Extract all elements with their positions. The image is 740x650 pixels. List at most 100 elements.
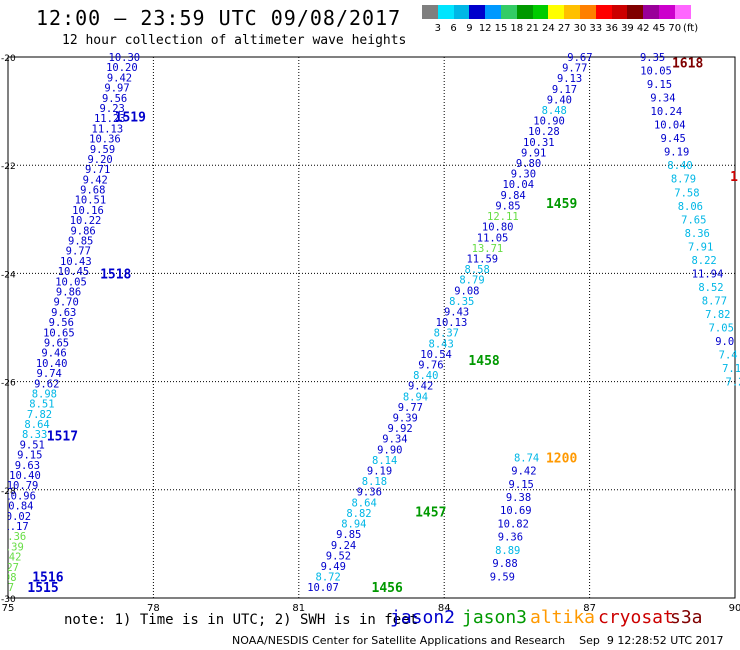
color-tick-label: 42 <box>636 23 650 34</box>
swh-value-label: 9.24 <box>331 540 356 552</box>
swh-value-label: 11.13 <box>92 123 124 135</box>
swh-value-label: 9.59 <box>90 144 115 156</box>
color-tick-label: 15 <box>494 23 508 34</box>
y-tick-label: -24 <box>1 270 16 280</box>
satellite-label-altika: altika <box>530 607 596 628</box>
swh-value-label: 9.56 <box>102 93 127 105</box>
swh-value-label: 9.67 <box>567 52 592 64</box>
pass-time-label: 1458 <box>468 354 499 369</box>
x-tick-label: 75 <box>2 603 15 614</box>
swh-value-label: 10.80 <box>482 222 514 234</box>
swh-value-label: 9.38 <box>506 492 531 504</box>
swh-value-label: 10.07 <box>307 582 339 594</box>
swh-value-label: 8.58 <box>465 264 490 276</box>
swh-value-label: 9.36 <box>357 487 382 499</box>
swh-value-label: 9.77 <box>562 63 587 75</box>
swh-value-label: 9.76 <box>418 360 443 372</box>
swh-value-label: 10.16 <box>72 205 104 217</box>
swh-value-label: 9.19 <box>664 147 689 159</box>
color-swatch <box>674 5 691 19</box>
pass-time-label: 1518 <box>100 267 131 282</box>
credit-line: NOAA/NESDIS Center for Satellite Applica… <box>232 634 724 647</box>
color-tick-label: 24 <box>542 23 555 34</box>
color-tick-label: 9 <box>466 23 473 34</box>
color-swatch <box>580 5 596 19</box>
swh-value-label: 9.74 <box>37 368 62 380</box>
color-tick-label: 21 <box>526 23 539 34</box>
x-tick-label: 90 <box>729 603 740 614</box>
color-swatch <box>659 5 675 19</box>
swh-value-label: 9.86 <box>70 225 95 237</box>
swh-value-label: 9.62 <box>34 378 59 390</box>
swh-value-label: 10.40 <box>36 358 68 370</box>
color-tick-label: 18 <box>510 23 524 34</box>
swh-value-label: 9.85 <box>68 236 93 248</box>
swh-value-label: 10.13 <box>436 317 468 329</box>
swh-value-label: 8.40 <box>413 370 438 382</box>
y-tick-label: -26 <box>1 379 16 389</box>
color-swatch <box>611 5 628 19</box>
swh-value-label: 9.85 <box>336 529 361 541</box>
swh-value-label: 13.07 <box>0 582 14 594</box>
swh-value-label: 7.2 <box>726 377 740 389</box>
swh-value-label: 9.85 <box>495 200 520 212</box>
x-tick-label: 84 <box>438 603 451 614</box>
color-swatch <box>485 5 501 19</box>
swh-value-label: 8.14 <box>372 455 397 467</box>
swh-value-label: 9.13 <box>557 73 582 85</box>
swh-value-label: 9.43 <box>444 306 469 318</box>
plot-frame <box>7 56 736 599</box>
swh-value-label: 10.54 <box>420 349 452 361</box>
swh-value-label: 8.43 <box>429 338 454 350</box>
chart-subtitle: 12 hour collection of altimeter wave hei… <box>62 33 407 48</box>
swh-value-label: 11.94 <box>692 268 724 280</box>
swh-value-label: 7.65 <box>681 214 706 226</box>
color-swatch <box>453 5 470 19</box>
swh-value-label: 8.79 <box>459 275 484 287</box>
color-swatch <box>690 5 707 19</box>
track-values-group: 10.3010.209.429.979.569.2311.2311.1310.3… <box>0 52 740 596</box>
color-swatch <box>469 5 486 19</box>
swh-value-label: 13.27 <box>0 562 19 574</box>
swh-value-label: 8.40 <box>667 160 692 172</box>
swh-value-label: 13.98 <box>0 572 17 584</box>
color-swatch <box>548 5 565 19</box>
swh-value-label: 8.64 <box>351 497 376 509</box>
pass-time-label: 1 <box>730 170 738 185</box>
color-swatch <box>516 5 533 19</box>
swh-value-label: 7.4 <box>719 350 738 362</box>
swh-value-label: 12.36 <box>0 531 26 543</box>
satellite-label-cryosat: cryosat <box>598 607 674 628</box>
color-tick-label: 6 <box>450 23 457 34</box>
swh-value-label: 11.23 <box>94 113 126 125</box>
pass-time-label: 1200 <box>546 451 577 466</box>
swh-value-label: 9.63 <box>51 307 76 319</box>
swh-value-label: 9.63 <box>15 460 40 472</box>
color-tick-label: 36 <box>605 23 618 34</box>
swh-value-label: 10.04 <box>502 179 534 191</box>
y-tick-label: -28 <box>1 487 16 497</box>
swh-value-label: 10.28 <box>528 126 560 138</box>
swh-value-label: 9.35 <box>640 52 665 64</box>
color-tick-label: 70 <box>668 23 682 34</box>
swh-value-label: 9.42 <box>107 72 132 84</box>
color-swatch <box>501 5 517 19</box>
swh-value-label: 8.52 <box>698 282 723 294</box>
swh-value-label: 11.59 <box>466 253 498 265</box>
swh-value-label: 8.37 <box>434 328 459 340</box>
pass-time-label: 1456 <box>372 581 403 596</box>
satellite-label-s3a: s3a <box>670 607 703 628</box>
swh-value-label: 12.39 <box>0 541 24 553</box>
y-tick-label: -22 <box>1 162 16 172</box>
y-tick-label: -20 <box>1 54 16 64</box>
x-tick-label: 78 <box>147 603 160 614</box>
swh-value-label: 9.59 <box>490 571 515 583</box>
swh-value-label: 9.36 <box>498 532 523 544</box>
swh-value-label: 9.71 <box>85 164 110 176</box>
swh-value-label: 9.70 <box>54 297 79 309</box>
swh-value-label: 8.82 <box>346 508 371 520</box>
swh-value-label: 9.17 <box>552 84 577 96</box>
color-tick-label: 30 <box>573 23 587 34</box>
swh-value-label: 9.15 <box>509 479 534 491</box>
